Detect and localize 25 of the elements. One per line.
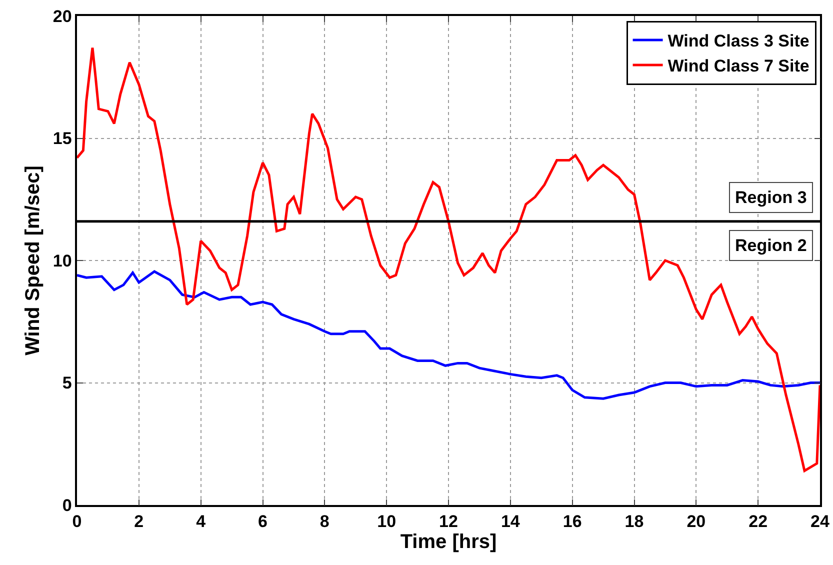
y-tick-label: 10	[52, 251, 72, 270]
annotation: Region 2	[735, 236, 807, 255]
x-tick-label: 18	[624, 512, 644, 532]
x-tick-label: 14	[500, 512, 520, 532]
y-axis-title: Wind Speed [m/sec]	[22, 166, 44, 356]
line-series	[77, 270, 820, 400]
y-tick-label: 5	[62, 374, 72, 393]
x-tick-label: 16	[562, 512, 582, 532]
legend-label: Wind Class 3 Site	[668, 32, 810, 51]
x-tick-label: 8	[320, 512, 330, 532]
y-tick-label: 15	[52, 129, 72, 148]
x-tick-label: 22	[748, 512, 768, 532]
legend-label: Wind Class 7 Site	[668, 56, 810, 76]
x-tick-label: 6	[258, 512, 268, 532]
annotation: Region 3	[735, 188, 807, 207]
x-tick-label: 12	[439, 512, 458, 532]
x-axis-title: Time [hrs]	[400, 531, 497, 554]
y-tick-label: 0	[62, 496, 72, 515]
y-tick-label: 20	[52, 6, 72, 26]
x-tick-label: 4	[196, 512, 206, 532]
line-series	[77, 46, 820, 472]
x-tick-label: 2	[134, 512, 144, 532]
x-tick-label: 24	[810, 512, 830, 532]
x-tick-label: 10	[377, 512, 396, 532]
x-tick-label: 20	[686, 512, 706, 532]
